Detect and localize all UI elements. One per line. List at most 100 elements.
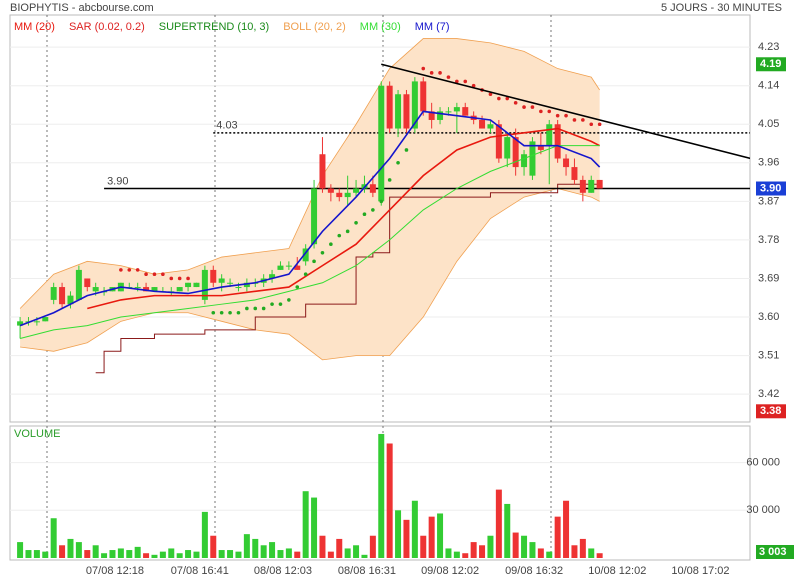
sar-dot — [589, 122, 594, 127]
sar-dot — [581, 118, 585, 122]
candle-body — [353, 188, 360, 193]
level-label: 4.03 — [216, 120, 237, 132]
sar-dot — [186, 276, 190, 281]
x-tick-label: 10/08 17:02 — [671, 565, 729, 577]
candle-body — [134, 287, 141, 289]
candle-body — [462, 107, 469, 116]
sar-dot — [572, 118, 577, 122]
price-badge-label: 3.38 — [760, 405, 781, 417]
candle-body — [210, 269, 217, 283]
volume-bar — [67, 538, 74, 558]
candle-body — [33, 321, 40, 323]
sar-dot — [522, 105, 526, 109]
candle-body — [529, 141, 536, 176]
sar-dot — [337, 233, 342, 238]
sar-dot — [303, 272, 308, 276]
sar-dot — [329, 242, 333, 247]
sar-dot — [564, 113, 568, 118]
sar-dot — [429, 71, 434, 75]
volume-bar — [193, 551, 200, 558]
y-tick-label: 4.14 — [758, 80, 779, 92]
candle-body — [395, 94, 402, 129]
volume-bar — [571, 545, 578, 558]
sar-dot — [278, 302, 283, 306]
volume-bar — [437, 513, 444, 558]
candle-body — [92, 287, 99, 292]
sar-dot — [211, 310, 216, 315]
sar-dot — [161, 272, 165, 276]
volume-bar — [319, 535, 326, 558]
volume-badge — [756, 545, 794, 559]
sar-dot — [320, 250, 325, 255]
candle-body — [176, 287, 183, 292]
y-tick-label: 3.42 — [758, 388, 779, 400]
y-tick-label: 3.51 — [758, 350, 779, 362]
candle-body — [386, 85, 393, 129]
candle-body — [579, 179, 586, 193]
volume-bar — [50, 518, 57, 558]
candle-body — [554, 124, 561, 159]
price-badge — [756, 404, 786, 419]
candle-body — [151, 287, 158, 292]
volume-bar — [294, 551, 301, 558]
volume-bar — [353, 545, 360, 558]
volume-bar — [563, 500, 570, 558]
candle-body — [67, 295, 74, 305]
volume-bar — [428, 516, 435, 558]
candle-body — [420, 81, 427, 112]
candle-body — [537, 145, 544, 150]
candle-body — [445, 111, 452, 113]
volume-bar — [369, 535, 376, 558]
candle-body — [75, 269, 82, 300]
sar-dot — [404, 148, 409, 152]
legend-entry: SUPERTREND (10, 3) — [159, 21, 269, 33]
volume-bar — [554, 516, 561, 558]
sar-dot — [438, 71, 442, 75]
volume-bar — [117, 548, 124, 558]
sar-dot — [345, 229, 350, 234]
sar-dot — [261, 306, 266, 311]
price-badge-label: 4.19 — [760, 58, 781, 70]
candle-body — [403, 94, 410, 129]
sar-dot — [253, 306, 258, 311]
sar-dot — [371, 208, 375, 212]
volume-bar — [75, 542, 82, 558]
volume-bar — [269, 542, 276, 558]
moving-average — [19, 110, 601, 327]
sar-dot — [135, 268, 140, 272]
price-badge-label: 3.90 — [760, 182, 781, 194]
volume-bar — [277, 550, 284, 558]
candle-body — [428, 111, 435, 120]
volume-bar — [512, 532, 519, 558]
sar-dot — [471, 83, 476, 88]
volume-bar — [134, 546, 141, 558]
y2-tick-label: 60 000 — [746, 456, 780, 468]
sar-dot — [219, 310, 224, 315]
candle-body — [521, 154, 528, 168]
sar-dot — [513, 101, 518, 105]
volume-bar — [546, 551, 553, 558]
candle-body — [344, 192, 351, 198]
legend-entry: MM (20) — [14, 21, 55, 33]
volume-bar — [504, 503, 511, 558]
volume-bar — [210, 535, 217, 558]
volume-bar — [529, 542, 536, 558]
y-tick-label: 4.05 — [758, 118, 779, 130]
sar-dot — [245, 306, 249, 311]
y-tick-label: 3.78 — [758, 234, 779, 246]
candle-body — [546, 124, 553, 146]
volume-bar — [260, 545, 267, 558]
volume-bar — [252, 538, 259, 558]
candle-body — [479, 119, 486, 129]
sar-dot — [379, 199, 384, 204]
candle-body — [294, 265, 301, 270]
volume-bar — [235, 551, 242, 558]
candle-body — [17, 321, 24, 326]
x-tick-label: 08/08 12:03 — [254, 565, 312, 577]
sar-dot — [127, 268, 132, 272]
volume-bar — [126, 550, 133, 558]
boll-area — [20, 38, 600, 360]
sar-dot — [387, 178, 392, 182]
y-tick-label: 4.23 — [758, 41, 779, 53]
y-tick-label: 3.60 — [758, 311, 779, 323]
